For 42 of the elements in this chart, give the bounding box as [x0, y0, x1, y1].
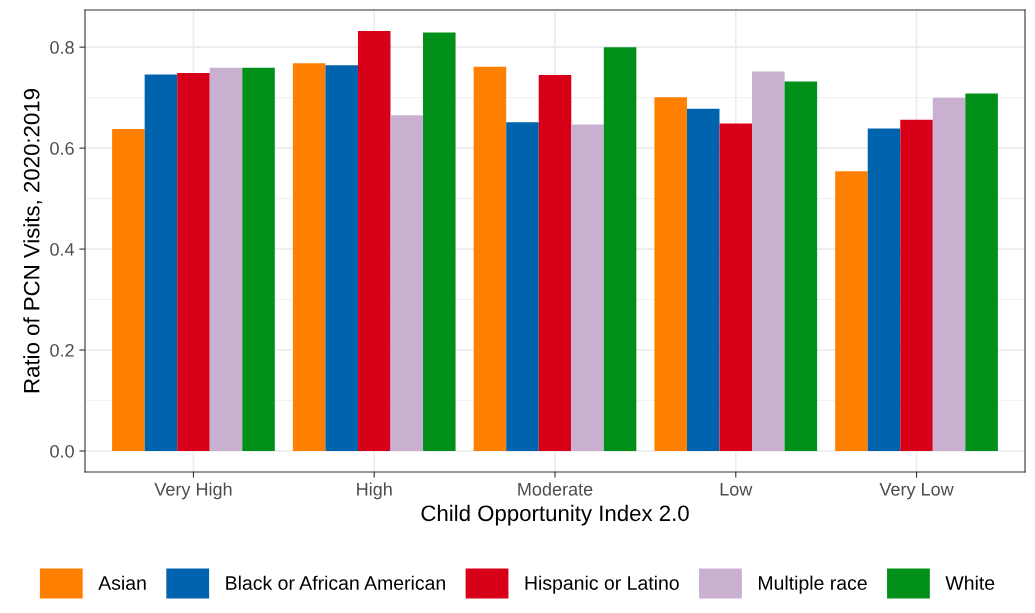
bar — [423, 32, 456, 451]
bar — [144, 74, 178, 451]
bar — [112, 128, 145, 451]
legend-label: Black or African American — [226, 575, 445, 590]
x-tick-label: Very Low — [879, 483, 954, 500]
x-tick-label: Low — [720, 483, 753, 496]
bar — [835, 171, 868, 451]
bar — [292, 63, 326, 451]
y-tick-label: 0.6 — [50, 142, 74, 155]
y-axis-title: Ratio of PCN Visits, 2020:2019 — [23, 89, 43, 393]
legend-label: Asian — [98, 575, 146, 590]
bar — [719, 123, 753, 451]
x-axis-title: Child Opportunity Index 2.0 — [421, 504, 689, 526]
legend-label: Hispanic or Latino — [525, 575, 679, 594]
bar — [473, 66, 507, 451]
y-tick-label: 0.2 — [50, 343, 74, 357]
bar — [867, 128, 901, 451]
bar — [752, 71, 785, 451]
bar — [965, 93, 998, 451]
x-tick-label: High — [357, 482, 392, 500]
bar — [686, 108, 720, 451]
bar — [390, 115, 424, 451]
bar — [242, 67, 275, 451]
y-tick-label: 0.4 — [50, 243, 75, 256]
bar — [603, 47, 637, 451]
bar — [900, 119, 933, 451]
y-tick-label: 0.0 — [50, 444, 74, 458]
bar — [506, 122, 539, 451]
bar — [654, 97, 687, 451]
bar — [784, 81, 818, 451]
bar — [357, 31, 391, 451]
bar — [209, 67, 243, 451]
legend-label: White — [945, 575, 995, 590]
bar — [177, 72, 210, 451]
legend-label: Multiple race — [758, 575, 867, 594]
bar — [538, 74, 572, 451]
bar — [571, 124, 604, 451]
bar — [932, 97, 966, 451]
x-tick-label: Very High — [154, 482, 232, 500]
bar — [325, 65, 358, 451]
x-tick-label: Moderate — [518, 482, 593, 496]
y-tick-label: 0.8 — [50, 41, 74, 54]
